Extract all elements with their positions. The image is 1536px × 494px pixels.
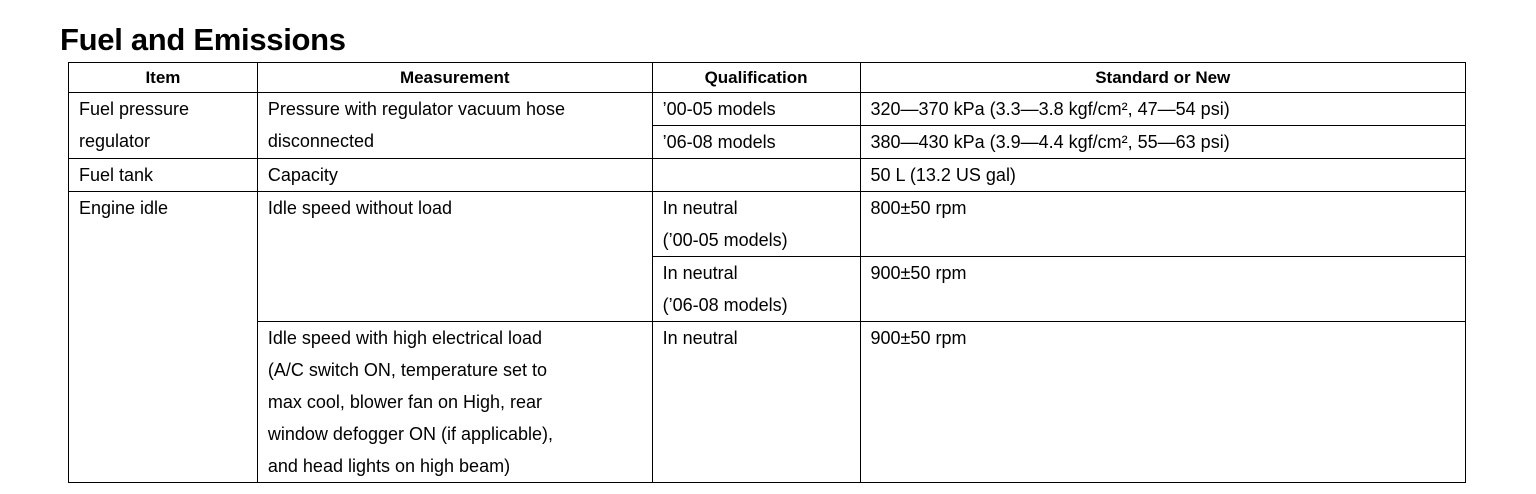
cell-qualification: In neutral (’00-05 models): [651, 191, 861, 257]
cell-qualification: In neutral (’06-08 models): [651, 256, 861, 322]
cell-measurement: Capacity: [256, 158, 653, 192]
header-row: Item Measurement Qualification Standard …: [68, 62, 1467, 93]
cell-standard: 800±50 rpm: [859, 191, 1467, 257]
cell-measurement: Idle speed with high electrical load (A/…: [256, 321, 653, 483]
table-row: Idle speed with high electrical load (A/…: [69, 321, 1467, 483]
header-measurement: Measurement: [256, 62, 653, 93]
cell-standard: 900±50 rpm: [859, 321, 1467, 483]
table-row: Engine idle Idle speed without load In n…: [68, 191, 1467, 483]
cell-item: Fuel pressure regulator: [68, 92, 258, 159]
cell-standard: 50 L (13.2 US gal): [859, 158, 1467, 192]
cell-standard: 380—430 kPa (3.9—4.4 kgf/cm², 55—63 psi): [859, 125, 1467, 159]
cell-qualification: ’00-05 models: [651, 92, 861, 126]
cell-measurement: Pressure with regulator vacuum hose disc…: [256, 92, 653, 159]
header-qualification: Qualification: [651, 62, 861, 93]
header-standard: Standard or New: [859, 62, 1467, 93]
cell-measurement: Idle speed without load: [256, 191, 653, 322]
table-row: ’06-08 models 380—430 kPa (3.9—4.4 kgf/c…: [69, 125, 1467, 159]
page-title: Fuel and Emissions: [60, 22, 346, 57]
cell-qualification: In neutral: [651, 321, 861, 483]
table-row: Fuel tank Capacity 50 L (13.2 US gal): [68, 158, 1467, 192]
cell-qualification: [651, 158, 861, 192]
cell-qualification: ’06-08 models: [651, 125, 861, 159]
table-row: Fuel pressure regulator Pressure with re…: [68, 92, 1467, 159]
cell-standard: 320—370 kPa (3.3—3.8 kgf/cm², 47—54 psi): [859, 92, 1467, 126]
cell-item: Engine idle: [68, 191, 258, 483]
cell-standard: 900±50 rpm: [859, 256, 1467, 322]
header-item: Item: [68, 62, 258, 93]
cell-item: Fuel tank: [68, 158, 258, 192]
spec-table: Item Measurement Qualification Standard …: [68, 62, 1467, 483]
